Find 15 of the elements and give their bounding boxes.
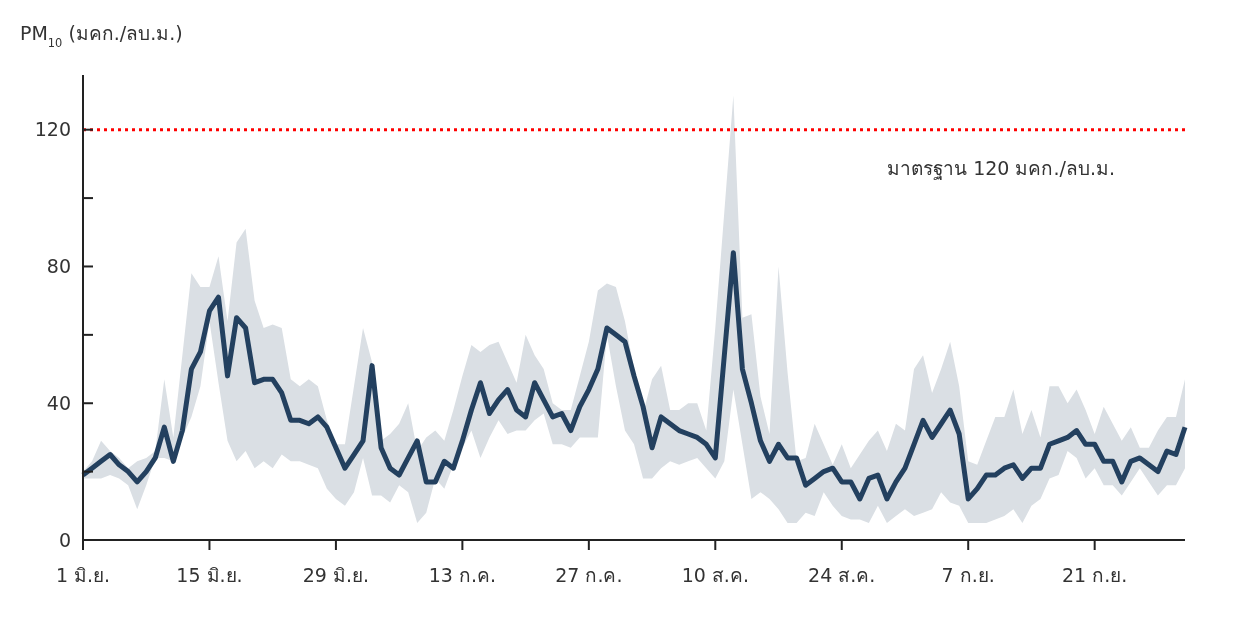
x-tick-label: 1 มิ.ย.	[55, 564, 111, 586]
x-tick-label: 10 ส.ค.	[681, 564, 749, 586]
x-tick-label: 15 มิ.ย.	[176, 564, 243, 586]
y-tick-label: 0	[58, 528, 71, 551]
x-tick-label: 7 ก.ย.	[941, 564, 995, 586]
x-tick-label: 24 ส.ค.	[808, 564, 876, 586]
x-tick-label: 21 ก.ย.	[1062, 564, 1128, 586]
y-tick-label: 120	[34, 118, 71, 141]
y-tick-label: 80	[46, 255, 71, 278]
x-tick-label: 27 ก.ค.	[555, 564, 623, 586]
x-tick-label: 13 ก.ค.	[428, 564, 497, 586]
x-tick-label: 29 มิ.ย.	[302, 564, 370, 586]
y-tick-label: 40	[46, 391, 71, 414]
ref-line-label: มาตรฐาน 120 มคก./ลบ.ม.	[887, 156, 1115, 180]
y-axis-title: PM$_{10}$ (มคก./ลบ.ม.)	[20, 22, 183, 50]
